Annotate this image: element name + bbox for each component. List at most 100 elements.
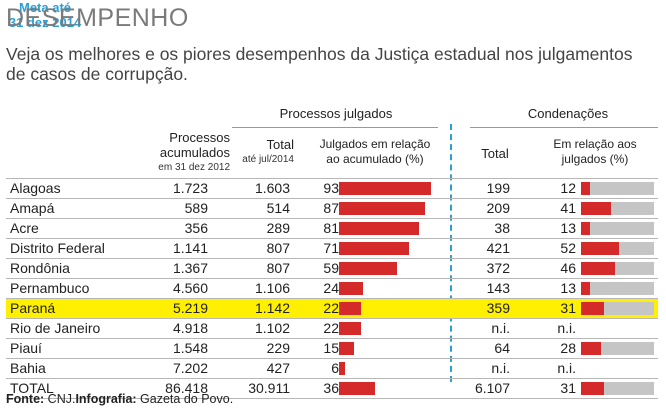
- total-label: Total: [266, 137, 294, 152]
- header-underline-julgados: [232, 127, 438, 128]
- cond-value: 38: [494, 220, 510, 236]
- table-row: Rio de Janeiro 4.918 1.102 22 n.i. n.i.: [6, 318, 658, 338]
- total-value: 30.911: [248, 380, 290, 396]
- total-value: 289: [266, 220, 290, 236]
- acumulados-value: 1.141: [172, 240, 208, 256]
- pct-value: 22: [323, 320, 339, 336]
- state-name: TOTAL: [10, 380, 54, 396]
- cond-value: 359: [486, 300, 510, 316]
- cond-value: 209: [486, 200, 510, 216]
- acumulados-value: 5.219: [172, 300, 208, 316]
- cond-pct-value: n.i.: [557, 360, 576, 376]
- table-row: Amapá 589 514 87 209 41: [6, 198, 658, 218]
- acumulados-sub: em 31 dez 2012: [158, 162, 230, 173]
- julgados-bar: [339, 302, 361, 315]
- acumulados-value: 1.723: [172, 180, 208, 196]
- state-name: Alagoas: [10, 180, 61, 196]
- cond-pct-value: 41: [560, 200, 576, 216]
- total-value: 807: [266, 260, 290, 276]
- pct-value: 59: [323, 260, 339, 276]
- state-name: Distrito Federal: [10, 240, 105, 256]
- julgados-bar: [339, 342, 354, 355]
- state-name: Rio de Janeiro: [10, 320, 101, 336]
- source-note: Fonte: CNJ.Infografia: Gazeta do Povo.: [6, 392, 233, 406]
- julgados-rel-line2: ao acumulado (%): [326, 152, 424, 166]
- acumulados-line1: Processos: [169, 130, 230, 145]
- state-name: Paraná: [10, 300, 56, 316]
- total-value: 427: [266, 360, 290, 376]
- cond-pct-value: 13: [560, 280, 576, 296]
- state-name: Amapá: [10, 200, 55, 216]
- julgados-bar: [339, 382, 375, 395]
- header-cond-rel: Em relação aos julgados (%): [540, 137, 650, 167]
- meta-line2: 31 dez 2014: [8, 15, 82, 30]
- header-julgados-rel: Julgados em relação ao acumulado (%): [305, 137, 445, 167]
- cond-bar: [581, 382, 604, 395]
- acumulados-value: 356: [184, 220, 208, 236]
- julgados-bar: [339, 202, 426, 215]
- infografia-value: Gazeta do Povo.: [140, 392, 234, 406]
- cond-bar: [581, 222, 591, 235]
- data-table: Alagoas 1.723 1.603 93 199 12 Amapá 589 514 87 209…: [6, 178, 658, 399]
- cond-bar: [581, 242, 619, 255]
- table-row: TOTAL 86.418 30.911 36 6.107 31: [6, 378, 658, 399]
- chart-subtitle: Veja os melhores e os piores desempenhos…: [6, 44, 633, 84]
- cond-pct-value: 52: [560, 240, 576, 256]
- pct-value: 87: [323, 200, 339, 216]
- state-name: Piauí: [10, 340, 42, 356]
- julgados-bar: [339, 222, 420, 235]
- table-row: Piauí 1.548 229 15 64 28: [6, 338, 658, 358]
- total-value: 514: [266, 200, 290, 216]
- julgados-bar: [339, 282, 363, 295]
- table-row: Acre 356 289 81 38 13: [6, 218, 658, 238]
- header-total: Total até jul/2014: [224, 137, 294, 167]
- acumulados-value: 4.560: [172, 280, 208, 296]
- header-underline-condenacoes: [470, 127, 658, 128]
- total-value: 1.142: [254, 300, 290, 316]
- table-row: Pernambuco 4.560 1.106 24 143 13: [6, 278, 658, 298]
- total-value: 1.102: [254, 320, 290, 336]
- pct-value: 71: [323, 240, 339, 256]
- table-row: Paraná 5.219 1.142 22 359 31: [6, 298, 658, 318]
- cond-pct-value: 12: [560, 180, 576, 196]
- cond-bar-bg: [581, 282, 654, 295]
- cond-bar-bg: [581, 222, 654, 235]
- meta-dashed-line: [450, 124, 452, 382]
- total-value: 1.603: [254, 180, 290, 196]
- header-meta: Meta até 31 dez 2014: [0, 0, 90, 30]
- source-value: CNJ.: [47, 392, 76, 406]
- total-value: 807: [266, 240, 290, 256]
- cond-bar: [581, 262, 615, 275]
- pct-value: 22: [323, 300, 339, 316]
- header-processos-julgados: Processos julgados: [279, 106, 393, 121]
- state-name: Bahia: [10, 360, 46, 376]
- cond-value: 64: [494, 340, 510, 356]
- cond-value: 372: [486, 260, 510, 276]
- julgados-bar: [339, 242, 410, 255]
- cond-pct-value: 31: [560, 380, 576, 396]
- total-sub: até jul/2014: [242, 154, 294, 165]
- cond-value: 143: [486, 280, 510, 296]
- acumulados-value: 589: [184, 200, 208, 216]
- table-row: Distrito Federal 1.141 807 71 421 52: [6, 238, 658, 258]
- table-row: Alagoas 1.723 1.603 93 199 12: [6, 178, 658, 198]
- julgados-bar: [339, 262, 398, 275]
- header-acumulados: Processos acumulados em 31 dez 2012: [130, 130, 230, 175]
- cond-bar: [581, 342, 602, 355]
- pct-value: 36: [323, 380, 339, 396]
- cond-value: 421: [486, 240, 510, 256]
- acumulados-value: 86.418: [165, 380, 208, 396]
- state-name: Pernambuco: [10, 280, 90, 296]
- header-condenacoes: Condenações: [527, 106, 609, 121]
- chart-title: DESEMPENHO: [6, 4, 189, 32]
- pct-value: 6: [331, 360, 339, 376]
- table-row: Bahia 7.202 427 6 n.i. n.i.: [6, 358, 658, 378]
- total-value: 229: [266, 340, 290, 356]
- cond-pct-value: 28: [560, 340, 576, 356]
- cond-bar: [581, 302, 604, 315]
- cond-value: 199: [486, 180, 510, 196]
- pct-value: 93: [323, 180, 339, 196]
- table-row: Rondônia 1.367 807 59 372 46: [6, 258, 658, 278]
- cond-pct-value: 31: [560, 300, 576, 316]
- state-name: Acre: [10, 220, 39, 236]
